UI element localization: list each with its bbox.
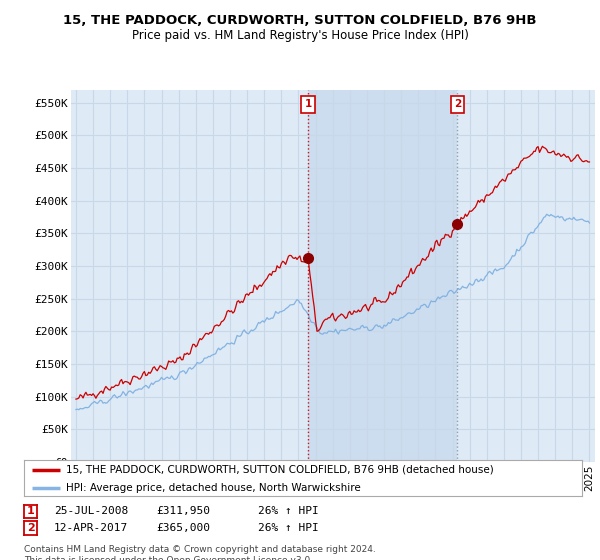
Bar [308, 90, 457, 462]
Text: £311,950: £311,950 [156, 506, 210, 516]
Text: 2: 2 [454, 100, 461, 110]
Text: 26% ↑ HPI: 26% ↑ HPI [258, 522, 319, 533]
Text: Contains HM Land Registry data © Crown copyright and database right 2024.
This d: Contains HM Land Registry data © Crown c… [24, 545, 376, 560]
Text: 25-JUL-2008: 25-JUL-2008 [54, 506, 128, 516]
Text: 12-APR-2017: 12-APR-2017 [54, 522, 128, 533]
Text: 26% ↑ HPI: 26% ↑ HPI [258, 506, 319, 516]
Text: 1: 1 [27, 506, 34, 516]
Text: HPI: Average price, detached house, North Warwickshire: HPI: Average price, detached house, Nort… [66, 483, 361, 493]
Text: 15, THE PADDOCK, CURDWORTH, SUTTON COLDFIELD, B76 9HB: 15, THE PADDOCK, CURDWORTH, SUTTON COLDF… [63, 14, 537, 27]
Text: 2: 2 [27, 523, 34, 533]
Text: 15, THE PADDOCK, CURDWORTH, SUTTON COLDFIELD, B76 9HB (detached house): 15, THE PADDOCK, CURDWORTH, SUTTON COLDF… [66, 465, 494, 475]
Text: £365,000: £365,000 [156, 522, 210, 533]
Text: Price paid vs. HM Land Registry's House Price Index (HPI): Price paid vs. HM Land Registry's House … [131, 29, 469, 42]
Text: 1: 1 [304, 100, 311, 110]
